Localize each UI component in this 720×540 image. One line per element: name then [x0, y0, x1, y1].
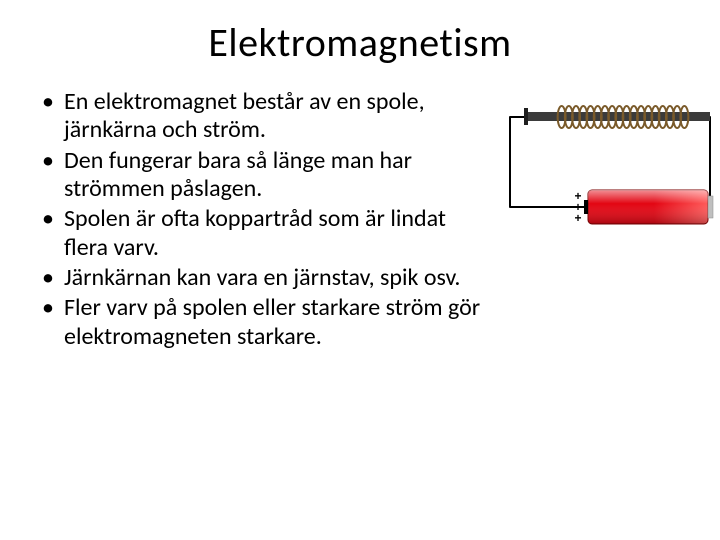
bullet-item: Järnkärnan kan vara en järnstav, spik os…: [42, 264, 482, 292]
bullet-item: Den fungerar bara så länge man har ström…: [42, 147, 482, 204]
bullet-list: En elektromagnet består av en spole, jär…: [42, 88, 482, 351]
page-title: Elektromagnetism: [0, 18, 720, 67]
electromagnet-svg: +++: [498, 88, 718, 258]
electromagnet-diagram: +++: [498, 88, 718, 258]
bullet-item: En elektromagnet består av en spole, jär…: [42, 88, 482, 145]
body-text: En elektromagnet består av en spole, jär…: [42, 88, 482, 353]
slide: Elektromagnetism En elektromagnet består…: [0, 0, 720, 540]
bullet-item: Fler varv på spolen eller starkare ström…: [42, 294, 482, 351]
bullet-item: Spolen är ofta koppartråd som är lindat …: [42, 205, 482, 262]
svg-text:+: +: [574, 211, 581, 225]
